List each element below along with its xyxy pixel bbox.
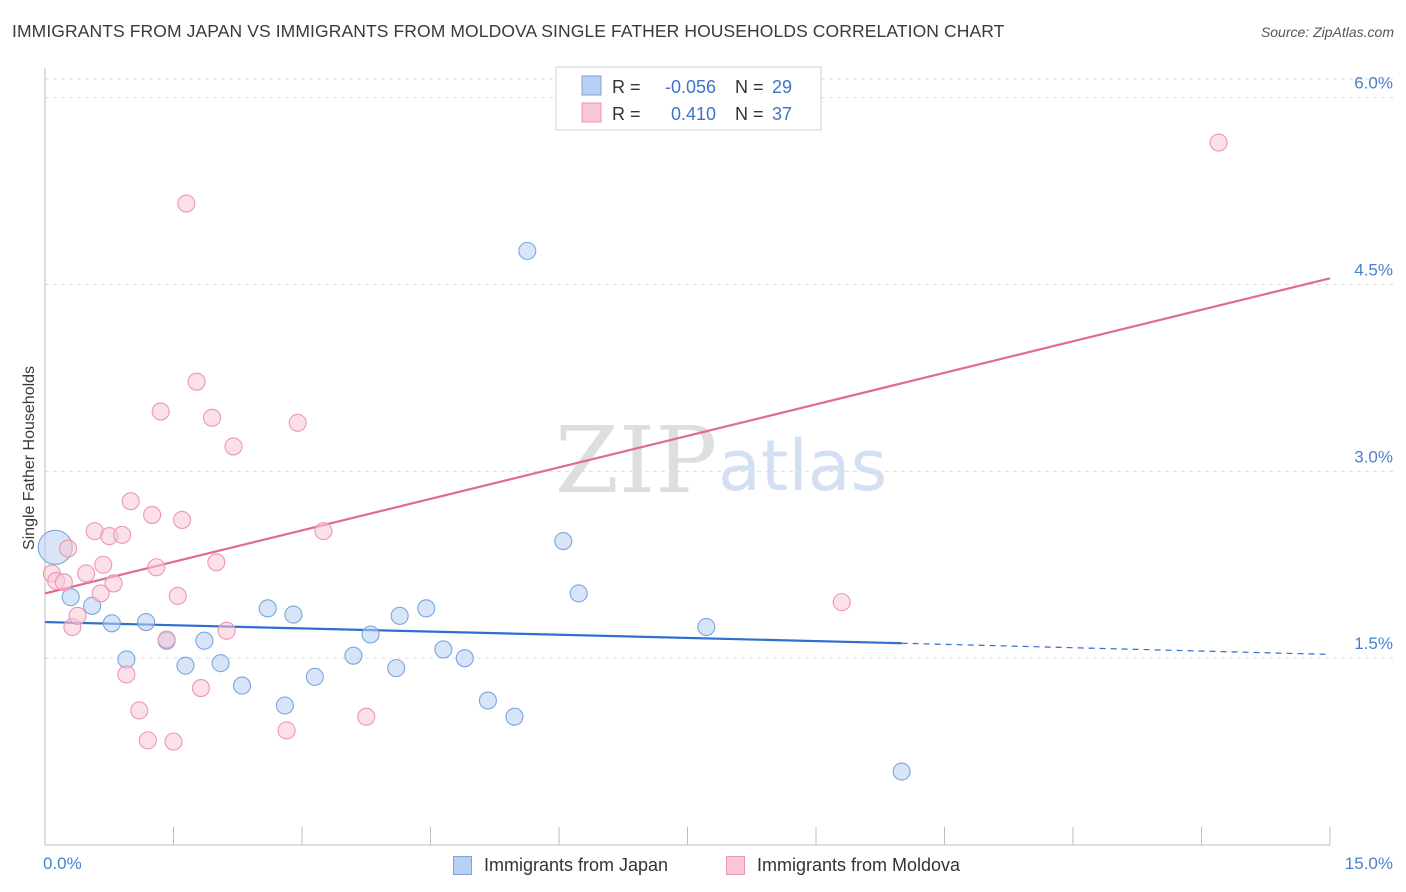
moldova-point bbox=[121, 492, 140, 511]
japan-point bbox=[478, 691, 497, 710]
legend-moldova-swatch bbox=[581, 102, 602, 123]
legend-moldova-r-label: R = bbox=[612, 104, 641, 124]
japan-point bbox=[434, 640, 453, 659]
moldova-point bbox=[187, 372, 206, 391]
moldova-point bbox=[143, 505, 162, 524]
x-tick-label: 0.0% bbox=[43, 854, 82, 873]
japan-point bbox=[195, 631, 214, 650]
japan-point bbox=[417, 599, 436, 618]
moldova-point bbox=[164, 732, 183, 751]
y-tick-label: 1.5% bbox=[1354, 634, 1393, 653]
moldova-point bbox=[151, 402, 170, 421]
legend-moldova-n-label: N = bbox=[735, 104, 764, 124]
moldova-point bbox=[147, 558, 166, 577]
moldova-point bbox=[68, 606, 87, 625]
japan-trend-extension bbox=[901, 642, 1331, 656]
moldova-point bbox=[177, 194, 196, 213]
moldova-point bbox=[138, 731, 157, 750]
moldova-point bbox=[104, 574, 123, 593]
moldova-point bbox=[130, 701, 149, 720]
moldova-point bbox=[217, 621, 236, 640]
moldova-point bbox=[224, 437, 243, 456]
japan-point bbox=[61, 588, 80, 607]
moldova-point bbox=[173, 510, 192, 529]
japan-point bbox=[102, 614, 121, 633]
moldova-point bbox=[207, 553, 226, 572]
moldova-point bbox=[117, 665, 136, 684]
bottom-legend-moldova: Immigrants from Moldova bbox=[726, 852, 960, 878]
y-tick-label: 4.5% bbox=[1354, 261, 1393, 280]
stats-legend: R = -0.056 N = 29 R = 0.410 N = 37 bbox=[555, 66, 822, 131]
axes-layer: 1.5% 3.0% 4.5% 6.0% 0.0% 15.0% bbox=[43, 68, 1393, 873]
watermark-zip: ZIP bbox=[555, 407, 717, 514]
source-credit: Source: ZipAtlas.com bbox=[1260, 24, 1394, 40]
legend-japan-r-value: -0.056 bbox=[665, 77, 716, 97]
watermark-atlas: atlas bbox=[718, 425, 887, 507]
moldova-point bbox=[168, 586, 187, 605]
moldova-point bbox=[59, 539, 78, 558]
japan-point bbox=[455, 649, 474, 668]
moldova-point bbox=[191, 679, 210, 698]
bottom-legend: Immigrants from Japan Immigrants from Mo… bbox=[0, 852, 1406, 878]
watermark: ZIP atlas bbox=[555, 407, 887, 514]
bottom-legend-japan: Immigrants from Japan bbox=[453, 852, 668, 878]
points-layer bbox=[37, 133, 1228, 781]
japan-point bbox=[258, 599, 277, 618]
japan-point bbox=[390, 606, 409, 625]
moldova-point bbox=[94, 555, 113, 574]
japan-point bbox=[387, 659, 406, 678]
moldova-point bbox=[54, 573, 73, 592]
moldova-point bbox=[314, 522, 333, 541]
moldova-point bbox=[277, 721, 296, 740]
moldova-point bbox=[157, 630, 176, 649]
japan-point bbox=[361, 625, 380, 644]
legend-moldova-r-value: 0.410 bbox=[671, 104, 716, 124]
y-tick-label: 3.0% bbox=[1354, 447, 1393, 466]
moldova-point bbox=[288, 413, 307, 432]
japan-point bbox=[554, 532, 573, 551]
japan-point bbox=[211, 654, 230, 673]
japan-point bbox=[505, 707, 524, 726]
y-tick-label: 6.0% bbox=[1354, 74, 1393, 93]
legend-japan-r-label: R = bbox=[612, 77, 641, 97]
japan-point bbox=[232, 676, 252, 695]
japan-point bbox=[137, 613, 156, 632]
chart-title: IMMIGRANTS FROM JAPAN VS IMMIGRANTS FROM… bbox=[12, 21, 1005, 41]
moldova-point bbox=[113, 525, 132, 544]
legend-japan-n-value: 29 bbox=[772, 77, 792, 97]
legend-moldova-n-value: 37 bbox=[772, 104, 792, 124]
moldova-point bbox=[77, 564, 96, 583]
japan-point bbox=[344, 646, 363, 665]
japan-trend-line bbox=[44, 620, 902, 645]
grid-layer bbox=[45, 78, 1395, 659]
japan-point bbox=[83, 596, 102, 615]
japan-point bbox=[569, 584, 588, 603]
japan-point bbox=[284, 605, 303, 624]
y-axis-title: Single Father Households bbox=[21, 366, 38, 550]
japan-point bbox=[892, 762, 911, 781]
moldova-trend-line bbox=[44, 277, 1331, 595]
japan-point bbox=[518, 241, 537, 260]
trend-layer bbox=[44, 277, 1331, 656]
japan-point bbox=[697, 617, 716, 637]
x-tick-label: 15.0% bbox=[1345, 854, 1393, 873]
moldova-point bbox=[91, 584, 110, 603]
legend-japan-n-label: N = bbox=[735, 77, 764, 97]
japan-point bbox=[305, 667, 324, 686]
bottom-legend-moldova-swatch bbox=[726, 855, 745, 875]
bottom-legend-japan-label: Immigrants from Japan bbox=[484, 854, 669, 875]
moldova-point bbox=[203, 408, 222, 427]
japan-point bbox=[275, 696, 294, 715]
moldova-point bbox=[832, 593, 851, 612]
moldova-point bbox=[1209, 133, 1228, 152]
japan-point bbox=[176, 656, 195, 675]
bottom-legend-japan-swatch bbox=[453, 855, 472, 875]
moldova-point bbox=[357, 707, 376, 726]
bottom-legend-moldova-label: Immigrants from Moldova bbox=[757, 854, 961, 875]
legend-japan-swatch bbox=[581, 75, 602, 96]
